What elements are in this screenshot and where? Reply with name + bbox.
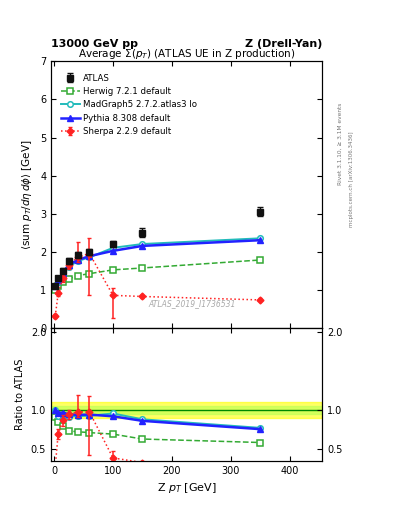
MadGraph5 2.7.2.atlas3 lo [53,283,58,289]
MadGraph5 2.7.2.atlas3 lo [87,254,92,261]
Text: 13000 GeV pp: 13000 GeV pp [51,38,138,49]
Pythia 8.308 default [111,248,116,254]
Herwig 7.2.1 default [56,283,61,289]
Herwig 7.2.1 default [61,279,65,285]
Pythia 8.308 default [61,269,65,275]
MadGraph5 2.7.2.atlas3 lo [140,241,145,247]
MadGraph5 2.7.2.atlas3 lo [61,271,65,278]
MadGraph5 2.7.2.atlas3 lo [66,264,71,270]
X-axis label: Z $p_T$ [GeV]: Z $p_T$ [GeV] [157,481,217,495]
Legend: ATLAS, Herwig 7.2.1 default, MadGraph5 2.7.2.atlas3 lo, Pythia 8.308 default, Sh: ATLAS, Herwig 7.2.1 default, MadGraph5 2… [58,71,200,138]
Line: MadGraph5 2.7.2.atlas3 lo: MadGraph5 2.7.2.atlas3 lo [52,236,263,289]
Y-axis label: Ratio to ATLAS: Ratio to ATLAS [15,358,25,430]
Herwig 7.2.1 default [258,257,263,263]
Line: Pythia 8.308 default: Pythia 8.308 default [52,237,263,289]
Text: Z (Drell-Yan): Z (Drell-Yan) [245,38,322,49]
Herwig 7.2.1 default [75,272,80,279]
Pythia 8.308 default [56,277,61,283]
Herwig 7.2.1 default [66,276,71,282]
Pythia 8.308 default [87,253,92,259]
Bar [51,406,322,414]
Pythia 8.308 default [53,283,58,289]
Herwig 7.2.1 default [53,287,58,293]
Herwig 7.2.1 default [140,265,145,271]
Text: mcplots.cern.ch [arXiv:1306.3436]: mcplots.cern.ch [arXiv:1306.3436] [349,132,354,227]
Line: Herwig 7.2.1 default: Herwig 7.2.1 default [52,257,263,292]
Herwig 7.2.1 default [87,271,92,277]
Pythia 8.308 default [258,237,263,243]
Pythia 8.308 default [140,243,145,249]
Text: Rivet 3.1.10, ≥ 3.1M events: Rivet 3.1.10, ≥ 3.1M events [338,102,342,184]
Title: Average $\Sigma(p_T)$ (ATLAS UE in Z production): Average $\Sigma(p_T)$ (ATLAS UE in Z pro… [78,47,296,61]
Herwig 7.2.1 default [111,267,116,273]
MadGraph5 2.7.2.atlas3 lo [258,235,263,241]
Y-axis label: $\langle$sum $p_T/d\eta\,d\phi\rangle$ [GeV]: $\langle$sum $p_T/d\eta\,d\phi\rangle$ [… [20,139,35,250]
MadGraph5 2.7.2.atlas3 lo [111,245,116,251]
Bar [51,402,322,418]
Pythia 8.308 default [66,262,71,268]
MadGraph5 2.7.2.atlas3 lo [75,258,80,264]
Pythia 8.308 default [75,257,80,263]
MadGraph5 2.7.2.atlas3 lo [56,279,61,285]
Text: ATLAS_2019_I1736531: ATLAS_2019_I1736531 [149,300,236,308]
